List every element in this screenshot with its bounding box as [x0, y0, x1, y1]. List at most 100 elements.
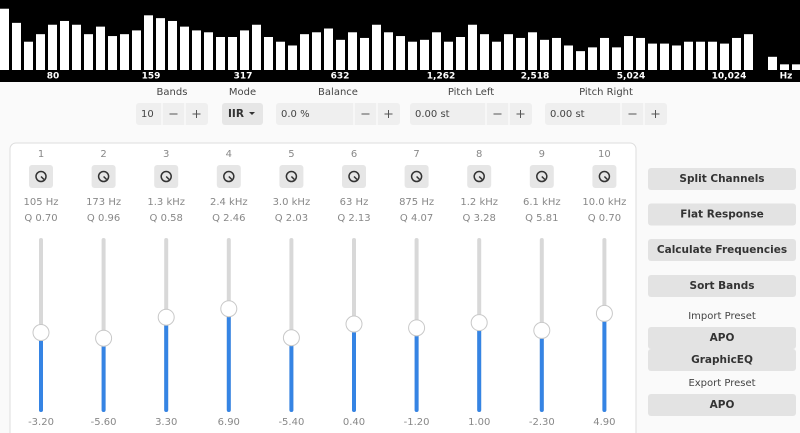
- action-button[interactable]: [648, 239, 796, 261]
- spectrum-bar: [480, 34, 489, 70]
- band-q: Q 2.03: [275, 213, 308, 224]
- band-frequency: 105 Hz: [23, 197, 58, 208]
- slider-thumb[interactable]: [157, 308, 175, 326]
- spectrum-bar: [696, 41, 705, 70]
- band-q: Q 0.70: [24, 213, 57, 224]
- spectrum-bar: [312, 32, 321, 70]
- spectrum-bar: [192, 30, 201, 70]
- band-gain: 3.30: [155, 417, 177, 428]
- frequency-label: 5,024: [617, 72, 645, 82]
- button-label: APO: [710, 332, 735, 344]
- control-label: Bands: [157, 87, 188, 98]
- spectrum-bar: [744, 34, 753, 70]
- action-button[interactable]: [648, 203, 796, 226]
- spectrum-bar: [48, 24, 57, 70]
- slider-thumb[interactable]: [95, 329, 113, 347]
- slider-thumb[interactable]: [533, 321, 551, 339]
- dropdown-arrow: [249, 112, 255, 115]
- button-label: APO: [710, 399, 735, 411]
- spectrum-bar: [24, 41, 33, 70]
- band-icon: [103, 175, 108, 181]
- slider-thumb[interactable]: [345, 315, 363, 333]
- frequency-label: 159: [142, 72, 161, 82]
- action-button[interactable]: [648, 394, 796, 416]
- spectrum-bar: [60, 20, 69, 70]
- band-gain: -1.20: [404, 417, 430, 428]
- band-q: Q 0.58: [150, 213, 183, 224]
- spectrum-bar: [636, 37, 645, 70]
- frequency-label: 1,262: [427, 72, 455, 82]
- frequency-label: 2,518: [521, 72, 549, 82]
- slider-thumb[interactable]: [32, 324, 50, 342]
- spectrum-bar: [108, 36, 117, 70]
- section-label: Import Preset: [688, 311, 756, 322]
- slider-thumb[interactable]: [282, 329, 300, 347]
- spin-field[interactable]: [410, 103, 532, 125]
- spin-field[interactable]: [276, 103, 400, 125]
- spectrum-bar: [300, 34, 309, 70]
- band-icon: [97, 170, 110, 183]
- spin-field[interactable]: [545, 103, 667, 125]
- spectrum-bar: [432, 32, 441, 70]
- band-icon: [165, 175, 170, 181]
- button-label: Flat Response: [680, 209, 764, 221]
- band-gain: 6.90: [218, 417, 240, 428]
- band-frequency: 173 Hz: [86, 197, 121, 208]
- band-number: 8: [476, 149, 482, 160]
- band-q: Q 4.07: [400, 213, 433, 224]
- spectrum-bar: [672, 45, 681, 70]
- slider-thumb[interactable]: [408, 319, 426, 337]
- band-icon: [541, 175, 546, 181]
- section-label: Export Preset: [688, 378, 755, 389]
- spectrum-bar: [12, 22, 21, 70]
- spectrum-bar: [252, 24, 261, 70]
- mode-dropdown[interactable]: [222, 103, 263, 125]
- action-button[interactable]: [648, 275, 796, 297]
- band-gain: 0.40: [343, 417, 365, 428]
- slider-thumb[interactable]: [595, 304, 613, 322]
- spin-value: 0.00 st: [415, 109, 450, 120]
- control-label: Balance: [318, 87, 358, 98]
- band-icon: [160, 170, 172, 183]
- band-icon: [228, 175, 233, 181]
- spectrum-bar: [144, 15, 153, 70]
- spectrum-bar: [516, 37, 525, 70]
- band-frequency: 10.0 kHz: [582, 197, 626, 208]
- band-gain: -3.20: [28, 417, 54, 428]
- spectrum-bar: [444, 41, 453, 70]
- spectrum-bar: [528, 32, 537, 70]
- spectrum-bar: [384, 32, 393, 70]
- band-icon: [478, 175, 483, 181]
- band-icon: [416, 175, 421, 181]
- spectrum-bar: [360, 37, 369, 70]
- button-label: GraphicEQ: [691, 354, 753, 366]
- spectrum-bar: [708, 41, 717, 70]
- spectrum-bar: [264, 37, 273, 70]
- spectrum-bar: [792, 64, 800, 70]
- band-icon: [285, 170, 298, 183]
- action-button[interactable]: [648, 168, 796, 190]
- spectrum-bar: [624, 36, 633, 70]
- band-number: 4: [226, 149, 232, 160]
- band-frequency: 63 Hz: [340, 197, 369, 208]
- spectrum-bar: [720, 43, 729, 70]
- band-icon: [353, 175, 358, 181]
- band-gain: 4.90: [593, 417, 615, 428]
- slider-thumb[interactable]: [470, 314, 488, 332]
- spin-value: 0.00 st: [550, 109, 585, 120]
- frequency-label: 80: [47, 72, 60, 82]
- frequency-label: 632: [331, 72, 350, 82]
- band-icon: [603, 175, 608, 181]
- band-icon: [473, 170, 485, 183]
- action-button[interactable]: [648, 327, 796, 349]
- action-button[interactable]: [648, 349, 796, 371]
- band-number: 7: [413, 149, 419, 160]
- control-label: Pitch Right: [579, 87, 633, 98]
- band-icon: [410, 170, 423, 183]
- band-gain: 1.00: [468, 417, 490, 428]
- slider-thumb[interactable]: [220, 300, 238, 318]
- button-label: Sort Bands: [690, 280, 755, 292]
- band-frequency: 1.3 kHz: [147, 197, 185, 208]
- band-number: 5: [288, 149, 294, 160]
- spin-value: 0.0 %: [281, 109, 310, 120]
